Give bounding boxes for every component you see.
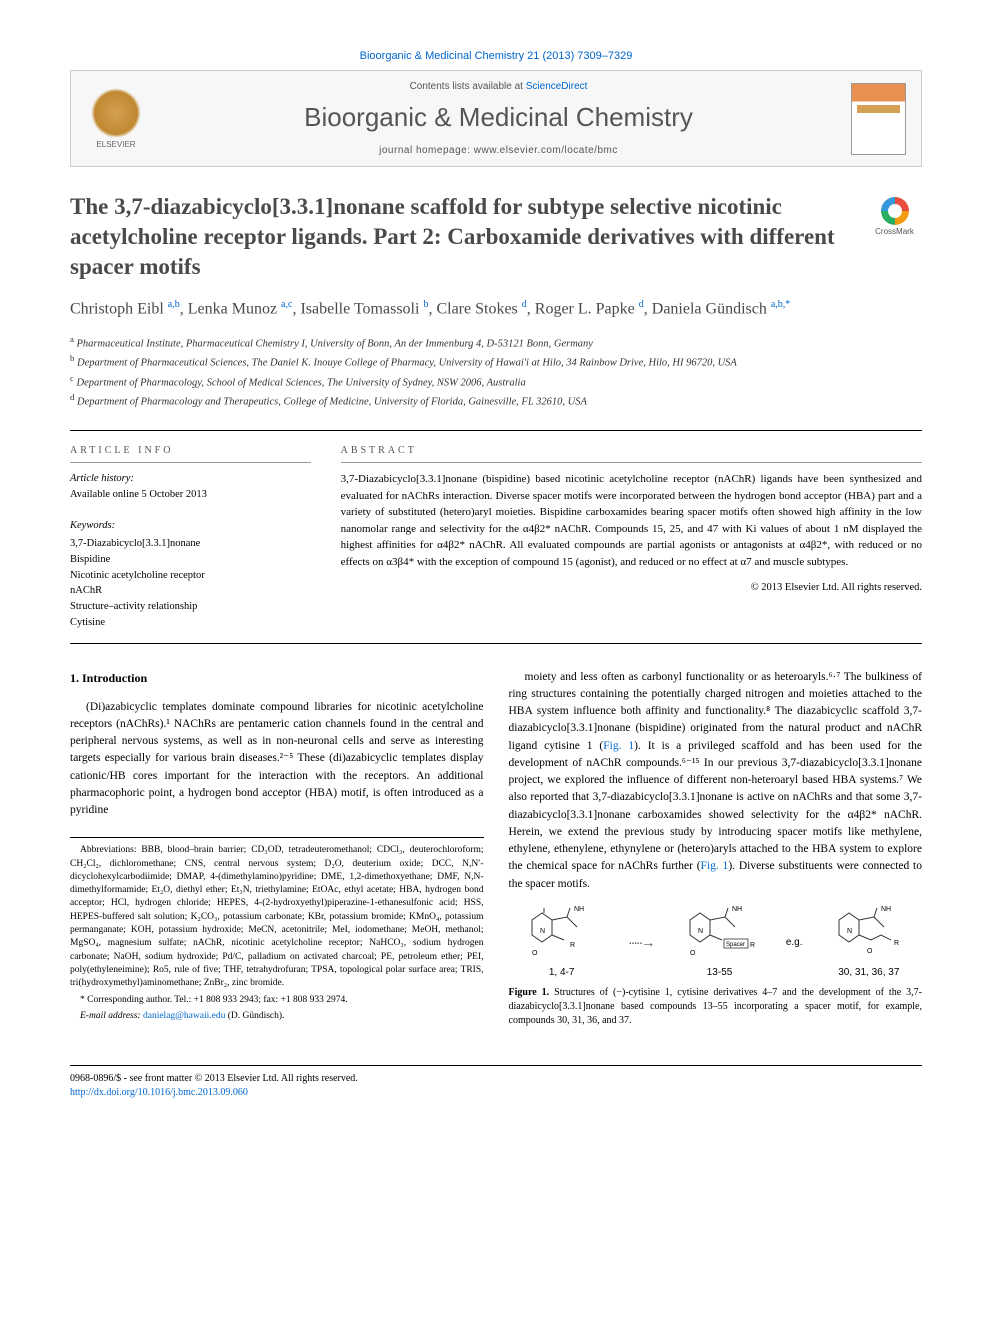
journal-cover-thumbnail [851,83,906,155]
section-1-heading: 1. Introduction [70,669,484,687]
svg-text:R: R [894,940,899,947]
contents-available: Contents lists available at ScienceDirec… [166,81,831,92]
svg-text:R: R [570,942,575,949]
figure-1: NH O R N 1, 4-7 ·····→ NH O [509,905,923,1028]
intro-para-2: moiety and less often as carbonyl functi… [509,669,923,893]
svg-text:N: N [847,928,852,935]
email-link[interactable]: danielag@hawaii.edu [143,1011,225,1021]
svg-text:N: N [540,928,545,935]
authors: Christoph Eibl a,b, Lenka Munoz a,c, Isa… [70,297,922,321]
email-line: E-mail address: danielag@hawaii.edu (D. … [70,1010,484,1023]
footnotes: Abbreviations: BBB, blood–brain barrier;… [70,837,484,1023]
crossmark-icon [881,197,909,225]
svg-text:NH: NH [881,906,891,913]
crossmark-badge[interactable]: CrossMark [867,197,922,236]
affiliations: a Pharmaceutical Institute, Pharmaceutic… [70,333,922,410]
article-info-panel: ARTICLE INFO Article history: Available … [70,431,326,643]
fig1-link[interactable]: Fig. 1 [603,740,634,752]
chem-structure-2: NH O Spacer R N 13-55 [680,905,760,980]
svg-text:NH: NH [574,906,584,913]
left-column: 1. Introduction (Di)azabicyclic template… [70,669,484,1040]
abbreviations: Abbreviations: BBB, blood–brain barrier;… [70,844,484,990]
eg-label: e.g. [786,935,803,950]
citation-line: Bioorganic & Medicinal Chemistry 21 (201… [70,50,922,62]
intro-para-1: (Di)azabicyclic templates dominate compo… [70,699,484,820]
chem-structure-1: NH O R N 1, 4-7 [522,905,602,980]
journal-homepage: journal homepage: www.elsevier.com/locat… [166,145,831,156]
chem-structure-3: NH O R N 30, 31, 36, 37 [829,905,909,980]
svg-text:R: R [750,942,755,949]
svg-text:O: O [690,950,696,957]
fig1-link-2[interactable]: Fig. 1 [701,860,729,872]
sciencedirect-link[interactable]: ScienceDirect [526,81,588,92]
abstract-panel: ABSTRACT 3,7-Diazabicyclo[3.3.1]nonane (… [326,431,922,643]
svg-text:N: N [698,928,703,935]
page-footer: 0968-0896/$ - see front matter © 2013 El… [70,1065,922,1100]
article-title: The 3,7-diazabicyclo[3.3.1]nonane scaffo… [70,192,840,282]
abstract-text: 3,7-Diazabicyclo[3.3.1]nonane (bispidine… [341,471,922,570]
corresponding-author: * Corresponding author. Tel.: +1 808 933… [70,994,484,1007]
svg-text:Spacer: Spacer [726,942,745,948]
svg-text:O: O [867,948,873,955]
copyright: © 2013 Elsevier Ltd. All rights reserved… [341,580,922,596]
svg-text:O: O [532,950,538,957]
right-column: moiety and less often as carbonyl functi… [509,669,923,1040]
journal-header-box: ELSEVIER Contents lists available at Sci… [70,70,922,167]
elsevier-logo: ELSEVIER [86,84,146,154]
journal-name: Bioorganic & Medicinal Chemistry [166,102,831,133]
svg-text:NH: NH [732,906,742,913]
arrow-icon: ·····→ [628,932,653,953]
figure-1-caption: Figure 1. Structures of (−)-cytisine 1, … [509,986,923,1028]
doi-link[interactable]: http://dx.doi.org/10.1016/j.bmc.2013.09.… [70,1087,248,1098]
